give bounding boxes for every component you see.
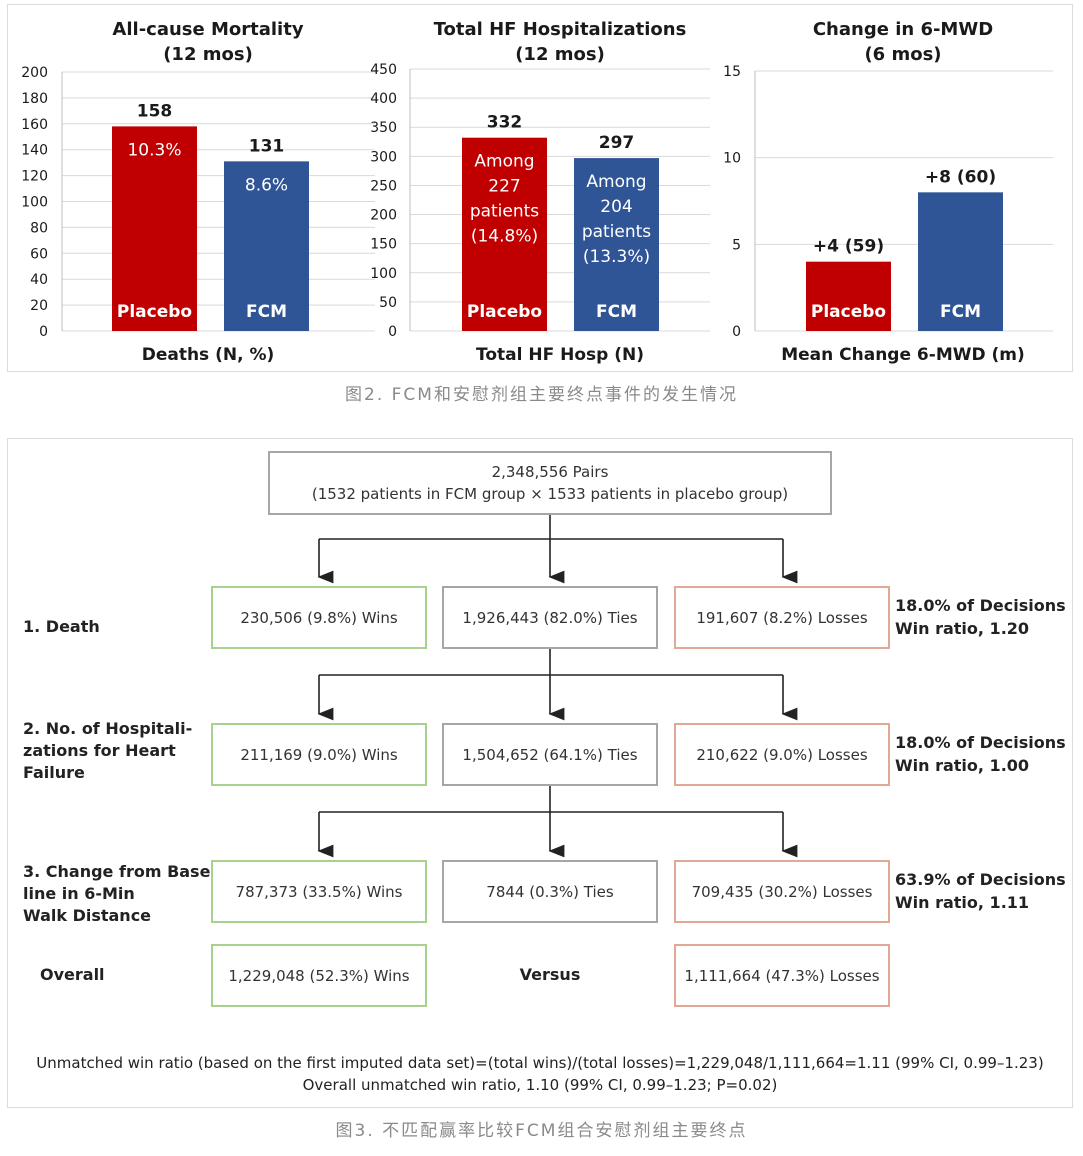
chart-2-bar-inner-label: patients (582, 222, 651, 242)
figure-3-panel: 2,348,556 Pairs (1532 patients in FCM gr… (7, 438, 1073, 1108)
chart-2-ytick-label: 0 (388, 324, 397, 340)
total-pairs-count: 2,348,556 Pairs (491, 463, 609, 481)
chart-1-bar-inner-label: 8.6% (245, 175, 288, 195)
overall-losses-box: 1,111,664 (47.3%) Losses (674, 944, 890, 1007)
chart-2-ytick-label: 450 (370, 62, 397, 78)
chart-3-value-label: +4 (59) (813, 237, 884, 257)
overall-label: Overall (40, 965, 105, 984)
chart-3-title: Change in 6-MWD (813, 19, 993, 40)
level-3-wins-box: 787,373 (33.5%) Wins (211, 860, 427, 923)
chart-3-bar-fcm (918, 192, 1003, 331)
level-1-win-ratio: Win ratio, 1.20 (895, 619, 1030, 638)
level-2-label: 2. No. of Hospitali- zations for Heart F… (23, 719, 193, 782)
chart-1-ytick-label: 100 (21, 195, 48, 211)
chart-3-ytick-label: 10 (723, 151, 741, 167)
level-1-losses-box: 191,607 (8.2%) Losses (674, 586, 890, 649)
level-1-label: 1. Death (23, 617, 100, 636)
chart-3-bar-placebo (806, 261, 891, 331)
chart-1-category-label: FCM (246, 302, 287, 322)
level-3-decisions: 63.9% of Decisions Win ratio, 1.11 (895, 868, 1066, 914)
level-1-ties-box: 1,926,443 (82.0%) Ties (442, 586, 658, 649)
chart-2-value-label: 297 (599, 133, 635, 153)
level-1-decisions: 18.0% of Decisions Win ratio, 1.20 (895, 594, 1066, 640)
chart-1-ytick-label: 40 (30, 272, 48, 288)
level-3-win-ratio: Win ratio, 1.11 (895, 893, 1030, 912)
chart-1-x-axis-label: Deaths (N, %) (142, 345, 275, 365)
chart-3-subtitle: (6 mos) (864, 44, 941, 65)
figure-3-caption: 图3. 不匹配赢率比较FCM组合安慰剂组主要终点 (335, 1121, 748, 1141)
level-2-wins-box: 211,169 (9.0%) Wins (211, 723, 427, 786)
level-2-win-ratio: Win ratio, 1.00 (895, 756, 1030, 775)
figure-2-caption: 图2. FCM和安慰剂组主要终点事件的发生情况 (345, 385, 738, 405)
level-3-losses-box: 709,435 (30.2%) Losses (674, 860, 890, 923)
chart-2-ytick-label: 250 (370, 178, 397, 194)
chart-3-value-label: +8 (60) (925, 167, 996, 187)
chart-3-ytick-label: 15 (723, 64, 741, 80)
chart-2-bar-inner-label: patients (470, 202, 539, 222)
chart-3-ytick-label: 0 (732, 324, 741, 340)
chart-1-value-label: 158 (137, 101, 173, 121)
level-1-wins-box: 230,506 (9.8%) Wins (211, 586, 427, 649)
level-2-ties-box: 1,504,652 (64.1%) Ties (442, 723, 658, 786)
level-3-label: 3. Change from Base- line in 6-Min Walk … (23, 862, 218, 925)
chart-2-bar-inner-label: (13.3%) (583, 247, 650, 267)
chart-1-title: All-cause Mortality (112, 19, 303, 40)
chart-2-ytick-label: 350 (370, 120, 397, 136)
chart-2-x-axis-label: Total HF Hosp (N) (476, 345, 644, 365)
level-2-losses-box: 210,622 (9.0%) Losses (674, 723, 890, 786)
chart-2-bar-inner-label: 227 (488, 177, 520, 197)
figure-2-panel: All-cause Mortality (12 mos) 0 20 40 60 80 100 1… (7, 4, 1073, 372)
chart-3-category-label: FCM (940, 302, 981, 322)
chart-1-ytick-label: 80 (30, 220, 48, 236)
level-2-decisions: 18.0% of Decisions Win ratio, 1.00 (895, 731, 1066, 777)
chart-1-ytick-label: 140 (21, 143, 48, 159)
chart-1-category-label: Placebo (117, 302, 192, 322)
chart-1-ytick-label: 180 (21, 91, 48, 107)
chart-2-category-label: Placebo (467, 302, 542, 322)
chart-2-subtitle: (12 mos) (515, 44, 605, 65)
chart-2-title: Total HF Hospitalizations (434, 19, 687, 40)
chart-2-value-label: 332 (487, 113, 523, 133)
chart-1-bar-fcm (224, 161, 309, 331)
win-ratio-formula: Unmatched win ratio (based on the first … (36, 1054, 1044, 1072)
chart-1-bar-placebo (112, 126, 197, 331)
chart-2-category-label: FCM (596, 302, 637, 322)
chart-1-ytick-label: 0 (39, 324, 48, 340)
chart-2-bar-placebo (462, 137, 547, 331)
level-2-decisions-pct: 18.0% of Decisions (895, 733, 1066, 752)
chart-2-ytick-label: 200 (370, 208, 397, 224)
chart-3-ytick-label: 5 (732, 237, 741, 253)
versus-label: Versus (519, 965, 581, 984)
chart-2-bar-inner-label: 204 (600, 197, 632, 217)
chart-2-ytick-label: 100 (370, 266, 397, 282)
overall-win-ratio: Overall unmatched win ratio, 1.10 (99% C… (302, 1076, 778, 1094)
chart-1-ytick-label: 60 (30, 246, 48, 262)
chart-2-bar-inner-label: Among (474, 152, 534, 172)
chart-2-bar-inner-label: (14.8%) (471, 227, 538, 247)
chart-1-bar-inner-label: 10.3% (127, 140, 181, 160)
chart-1-subtitle: (12 mos) (163, 44, 253, 65)
level-3-ties-box: 7844 (0.3%) Ties (442, 860, 658, 923)
chart-2-ytick-label: 400 (370, 91, 397, 107)
chart-1-ytick-label: 20 (30, 298, 48, 314)
chart-3-x-axis-label: Mean Change 6-MWD (m) (781, 345, 1025, 365)
chart-2-ytick-label: 50 (379, 295, 397, 311)
chart-1-value-label: 131 (249, 136, 285, 156)
level-3-decisions-pct: 63.9% of Decisions (895, 870, 1066, 889)
chart-1-ytick-label: 120 (21, 169, 48, 185)
win-ratio-connectors (317, 514, 798, 858)
chart-2-bar-fcm (574, 158, 659, 331)
chart-2-ytick-label: 300 (370, 149, 397, 165)
total-pairs-box: 2,348,556 Pairs (1532 patients in FCM gr… (268, 451, 832, 515)
level-1-decisions-pct: 18.0% of Decisions (895, 596, 1066, 615)
chart-1-ytick-label: 200 (21, 65, 48, 81)
bar-charts: All-cause Mortality(12 mos)0204060801001… (21, 19, 1053, 365)
overall-wins-box: 1,229,048 (52.3%) Wins (211, 944, 427, 1007)
chart-1-ytick-label: 160 (21, 117, 48, 133)
chart-2-ytick-label: 150 (370, 237, 397, 253)
total-pairs-detail: (1532 patients in FCM group × 1533 patie… (311, 485, 789, 503)
chart-2-bar-inner-label: Among (586, 172, 646, 192)
chart-3-category-label: Placebo (811, 302, 886, 322)
